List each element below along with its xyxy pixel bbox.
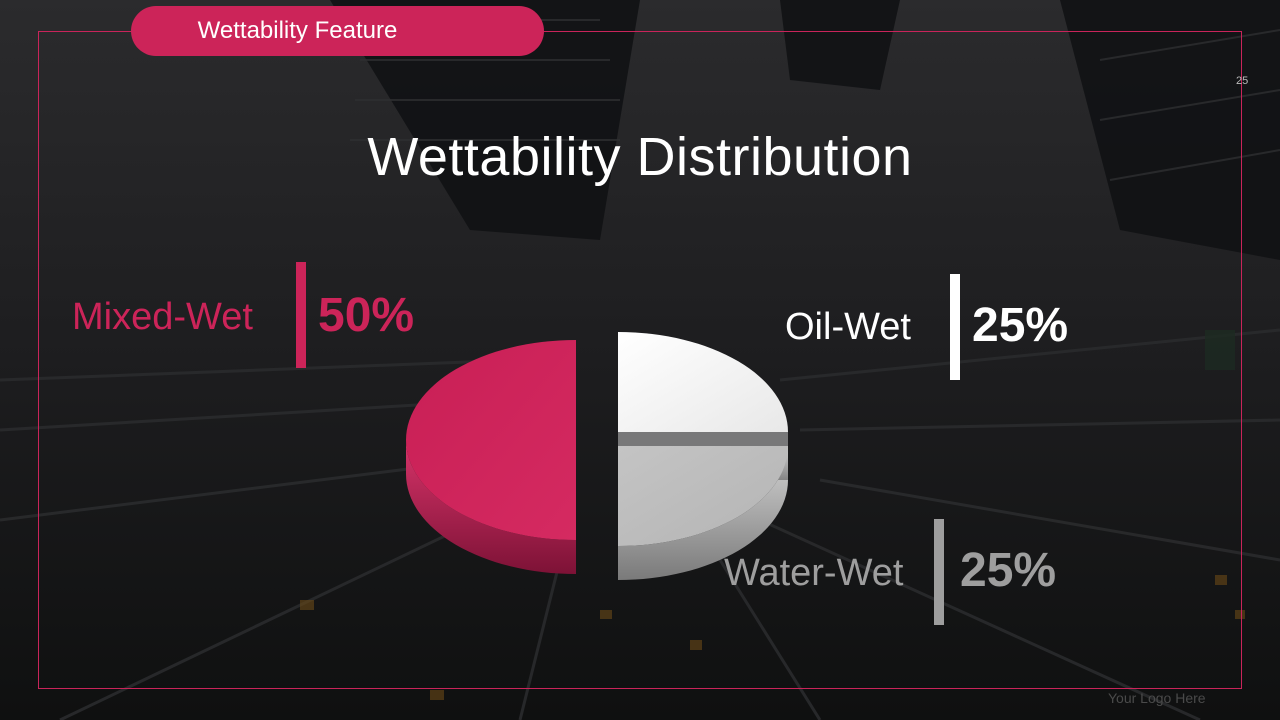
slide-frame: [38, 31, 1242, 689]
mixed-wet-value: 50%: [318, 289, 415, 342]
water-wet-divider: [934, 519, 944, 625]
mixed-wet-label: Mixed-Wet: [72, 296, 253, 338]
water-wet-slice: [618, 446, 788, 580]
water-wet-top: [618, 446, 788, 546]
oil-wet-label: Oil-Wet: [785, 306, 911, 348]
mixed-wet-divider: [296, 262, 306, 368]
logo-placeholder: Your Logo Here: [1108, 690, 1206, 706]
oil-wet-divider: [950, 274, 960, 380]
mixed-wet-top: [406, 340, 576, 540]
oil-wet-top: [618, 332, 788, 432]
water-wet-label: Water-Wet: [724, 552, 904, 594]
mixed-wet-side: [406, 440, 576, 574]
oil-wet-value: 25%: [972, 299, 1069, 352]
mixed-wet-slice: [406, 340, 576, 574]
slide-title: Wettability Distribution: [367, 127, 913, 187]
water-wet-side: [618, 446, 788, 580]
water-wet-value: 25%: [960, 544, 1057, 597]
section-tag: Wettability Feature: [131, 6, 544, 56]
section-tag-label: Wettability Feature: [197, 17, 398, 44]
slide-number: 25: [1236, 75, 1249, 87]
oil-wet-slice: [618, 332, 788, 466]
